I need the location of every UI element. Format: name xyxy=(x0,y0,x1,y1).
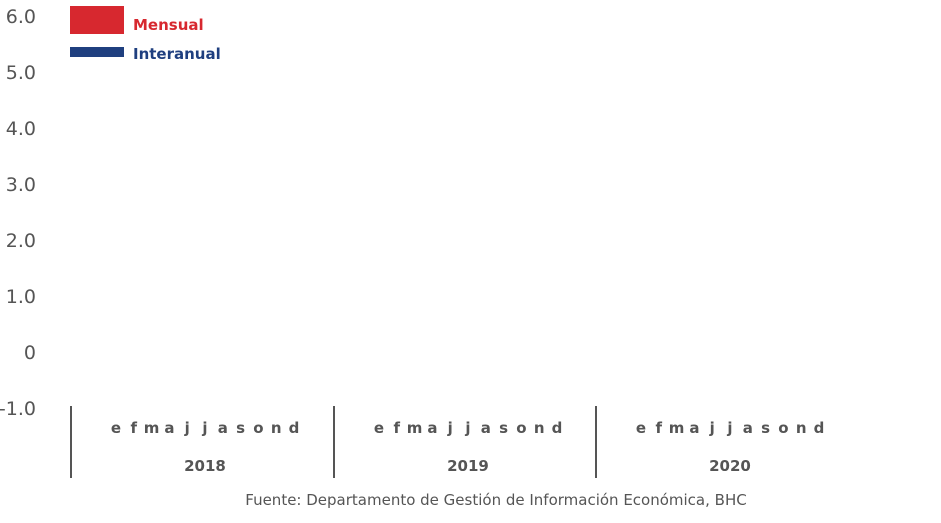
month-tick-label: j xyxy=(464,419,470,437)
month-tick-label: a xyxy=(689,419,699,437)
month-tick-label: j xyxy=(709,419,715,437)
y-tick-label: 6.0 xyxy=(6,6,36,28)
month-tick-label: f xyxy=(131,419,138,437)
month-tick-label: o xyxy=(516,419,526,437)
legend-swatch-mensual xyxy=(70,6,124,34)
year-label: 2020 xyxy=(709,457,751,475)
legend-label-interanual: Interanual xyxy=(133,45,221,63)
y-tick-label: 3.0 xyxy=(6,174,36,196)
month-tick-label: n xyxy=(796,419,807,437)
year-label: 2018 xyxy=(184,457,226,475)
month-tick-label: j xyxy=(201,419,207,437)
month-tick-label: f xyxy=(656,419,663,437)
y-tick-label: 5.0 xyxy=(6,62,36,84)
month-tick-label: a xyxy=(164,419,174,437)
y-tick-label: -1.0 xyxy=(0,398,36,420)
month-tick-label: d xyxy=(814,419,825,437)
y-tick-label: 0 xyxy=(24,342,36,364)
month-tick-label: j xyxy=(447,419,453,437)
month-tick-label: m xyxy=(669,419,685,437)
month-tick-label: e xyxy=(636,419,646,437)
month-tick-label: o xyxy=(253,419,263,437)
legend: Mensual Interanual xyxy=(70,6,221,63)
month-tick-label: s xyxy=(761,419,770,437)
year-label: 2019 xyxy=(447,457,489,475)
month-tick-label: f xyxy=(394,419,401,437)
month-tick-label: o xyxy=(778,419,788,437)
month-tick-label: e xyxy=(111,419,121,437)
y-tick-label: 1.0 xyxy=(6,286,36,308)
month-tick-label: n xyxy=(271,419,282,437)
y-tick-label: 2.0 xyxy=(6,230,36,252)
month-tick-label: j xyxy=(184,419,190,437)
month-tick-label: a xyxy=(427,419,437,437)
month-tick-label: m xyxy=(144,419,160,437)
legend-swatch-interanual xyxy=(70,47,124,57)
month-tick-label: s xyxy=(236,419,245,437)
month-tick-label: m xyxy=(407,419,423,437)
source-note: Fuente: Departamento de Gestión de Infor… xyxy=(245,491,746,509)
month-tick-label: a xyxy=(743,419,753,437)
month-tick-label: d xyxy=(289,419,300,437)
month-tick-label: d xyxy=(552,419,563,437)
month-tick-label: s xyxy=(499,419,508,437)
month-tick-label: j xyxy=(726,419,732,437)
month-tick-label: a xyxy=(218,419,228,437)
y-axis: 6.0 5.0 4.0 3.0 2.0 1.0 0 -1.0 xyxy=(0,6,36,420)
month-tick-label: a xyxy=(481,419,491,437)
month-tick-label: n xyxy=(534,419,545,437)
legend-label-mensual: Mensual xyxy=(133,16,204,34)
month-tick-label: e xyxy=(374,419,384,437)
y-tick-label: 4.0 xyxy=(6,118,36,140)
